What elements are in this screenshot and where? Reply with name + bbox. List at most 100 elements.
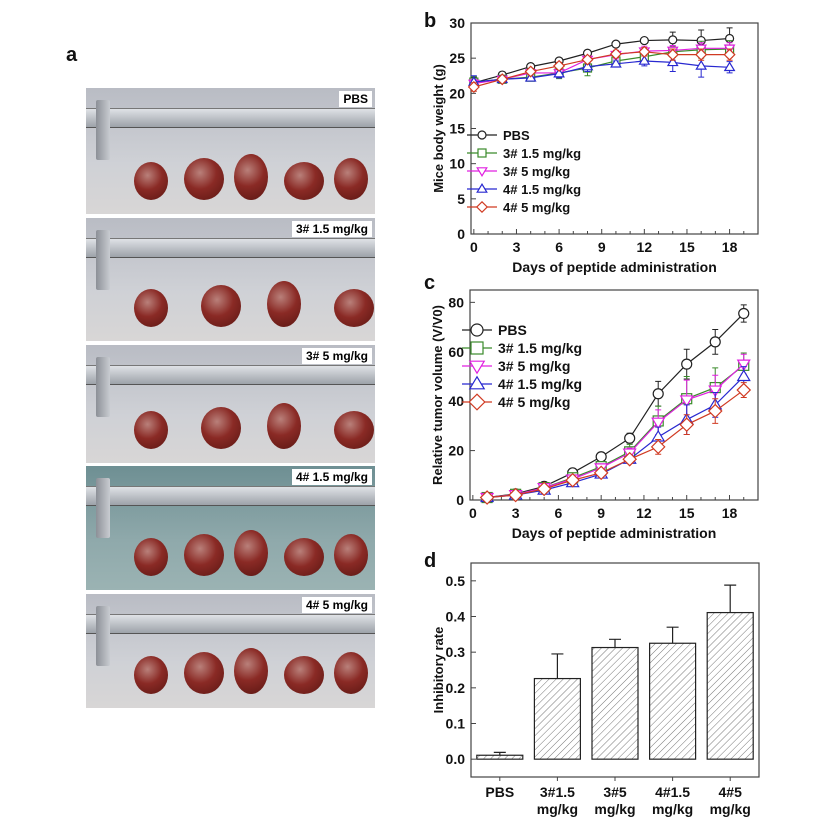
caliper: [86, 614, 375, 634]
legend-label: 3# 5 mg/kg: [498, 358, 570, 374]
caliper-jaw: [96, 606, 110, 666]
category-label-unit: mg/kg: [652, 801, 693, 817]
error-bar: [551, 653, 564, 679]
caliper: [86, 486, 375, 506]
legend-marker: [476, 167, 488, 177]
data-point: [595, 451, 607, 463]
tumor: [134, 162, 168, 200]
legend-marker: [477, 148, 487, 158]
tumor: [334, 652, 368, 694]
data-point: [467, 80, 480, 94]
tumor: [267, 403, 302, 449]
tumor: [184, 158, 224, 200]
legend-marker: [470, 323, 484, 337]
bar: [649, 642, 697, 760]
photo-label: 3# 1.5 mg/kg: [291, 221, 372, 237]
x-tick-label: 12: [636, 505, 652, 521]
data-point: [611, 39, 621, 49]
legend-label: PBS: [503, 128, 530, 143]
legend-label: 4# 5 mg/kg: [498, 394, 570, 410]
data-point: [736, 382, 752, 398]
data-point: [668, 35, 678, 45]
caliper: [86, 238, 375, 258]
data-point: [609, 47, 622, 60]
error-bar: [724, 584, 737, 613]
tumor-photo: 3# 5 mg/kg: [86, 345, 375, 463]
data-point: [581, 60, 594, 71]
category-label: 3#1.5: [540, 784, 575, 800]
tumor: [234, 154, 268, 200]
legend-marker: [477, 130, 487, 140]
data-point: [695, 48, 708, 61]
caliper-jaw: [96, 100, 110, 160]
category-label: 3#5: [603, 784, 627, 800]
data-point: [709, 336, 721, 348]
data-point: [553, 59, 566, 72]
x-tick-label: 12: [637, 239, 653, 255]
data-point: [666, 48, 679, 61]
x-tick-label: 18: [722, 239, 738, 255]
category-label: PBS: [485, 784, 514, 800]
tumor: [334, 289, 374, 327]
y-tick-label: 10: [449, 156, 465, 172]
x-tick-label: 3: [513, 239, 521, 255]
x-axis-label: Days of peptide administration: [512, 525, 717, 541]
data-point: [593, 465, 609, 481]
tumor-photo: 4# 1.5 mg/kg: [86, 466, 375, 590]
series-line: [487, 363, 745, 499]
panel-label-b: b: [424, 10, 437, 32]
y-tick-label: 0.5: [446, 573, 466, 589]
legend-marker: [475, 200, 489, 214]
data-point: [723, 61, 736, 72]
tumor: [134, 656, 168, 694]
category-label: 4#5: [719, 784, 743, 800]
x-tick-label: 0: [469, 505, 477, 521]
data-point: [638, 45, 651, 58]
legend-label: 4# 1.5 mg/kg: [503, 182, 581, 197]
legend-label: 3# 1.5 mg/kg: [503, 146, 581, 161]
y-tick-label: 0.3: [446, 644, 466, 660]
y-tick-label: 30: [449, 15, 465, 31]
caliper: [86, 108, 375, 128]
tumor: [267, 281, 302, 327]
y-tick-label: 0.4: [446, 609, 466, 625]
data-point: [650, 439, 666, 455]
category-label-unit: mg/kg: [710, 801, 751, 817]
y-tick-label: 5: [457, 191, 465, 207]
y-tick-label: 20: [449, 85, 465, 101]
x-tick-label: 6: [555, 239, 563, 255]
x-tick-label: 9: [598, 239, 606, 255]
y-tick-label: 40: [448, 393, 464, 409]
photo-label: 4# 1.5 mg/kg: [291, 469, 372, 485]
tumor: [334, 534, 368, 576]
y-axis-label: Inhibitory rate: [431, 627, 446, 714]
plot-frame: [469, 289, 759, 501]
data-point: [695, 59, 708, 70]
bar: [591, 646, 639, 760]
data-point: [553, 67, 565, 78]
legend-marker: [468, 360, 486, 375]
legend-marker: [468, 375, 486, 390]
y-tick-label: 60: [448, 344, 464, 360]
data-point: [679, 417, 695, 432]
photo-label: 4# 5 mg/kg: [301, 597, 372, 613]
tumor: [184, 534, 224, 576]
tumor: [184, 652, 224, 694]
data-point: [581, 53, 594, 66]
data-point: [479, 490, 495, 505]
legend-marker: [468, 393, 486, 411]
bar: [533, 677, 581, 760]
data-point: [638, 55, 651, 65]
error-bar: [493, 751, 506, 756]
panel-label-d: d: [424, 550, 437, 572]
photo-label: 3# 5 mg/kg: [301, 348, 372, 364]
data-point: [666, 56, 679, 67]
x-tick-label: 15: [679, 239, 695, 255]
bar: [706, 611, 754, 760]
series-line: [473, 51, 730, 88]
panel-label-a: a: [66, 44, 78, 66]
y-tick-label: 0: [456, 492, 464, 508]
error-bar: [666, 626, 679, 644]
